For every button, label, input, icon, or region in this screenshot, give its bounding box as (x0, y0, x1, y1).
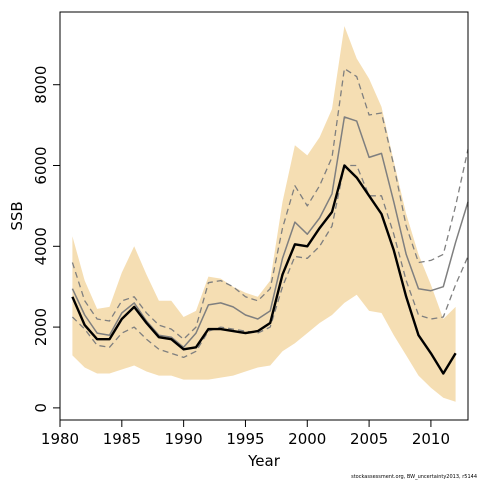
y-tick-label: 6000 (32, 146, 50, 184)
x-axis-title: Year (247, 452, 281, 470)
plot-area (71, 26, 469, 402)
series-line-1-grey-solid (71, 116, 469, 349)
axes: 1980 1985 1990 1995 2000 2005 2010 0 2000 4000 600… (32, 66, 450, 448)
x-tick-label: 2000 (288, 430, 326, 448)
y-tick-label: 2000 (32, 308, 50, 346)
series-line-2-grey-dashed (71, 67, 469, 340)
series-line-4-black-bold (71, 164, 457, 375)
x-tick-label: 1985 (103, 430, 141, 448)
y-axis-title: SSB (8, 201, 26, 230)
x-tick-label: 2005 (350, 430, 388, 448)
y-tick-label: 8000 (32, 66, 50, 104)
y-tick-label: 0 (32, 403, 50, 413)
plot-frame (59, 11, 469, 421)
series-line-3-grey-dashed (71, 164, 469, 359)
x-tick-label: 2010 (412, 430, 450, 448)
credit-note: stockassessment.org, BW_uncertainty2013,… (351, 474, 477, 480)
y-tick-label: 4000 (32, 227, 50, 265)
confidence-band (72, 26, 456, 402)
x-tick-label: 1980 (41, 430, 79, 448)
x-tick-label: 1990 (165, 430, 203, 448)
x-tick-label: 1995 (226, 430, 264, 448)
